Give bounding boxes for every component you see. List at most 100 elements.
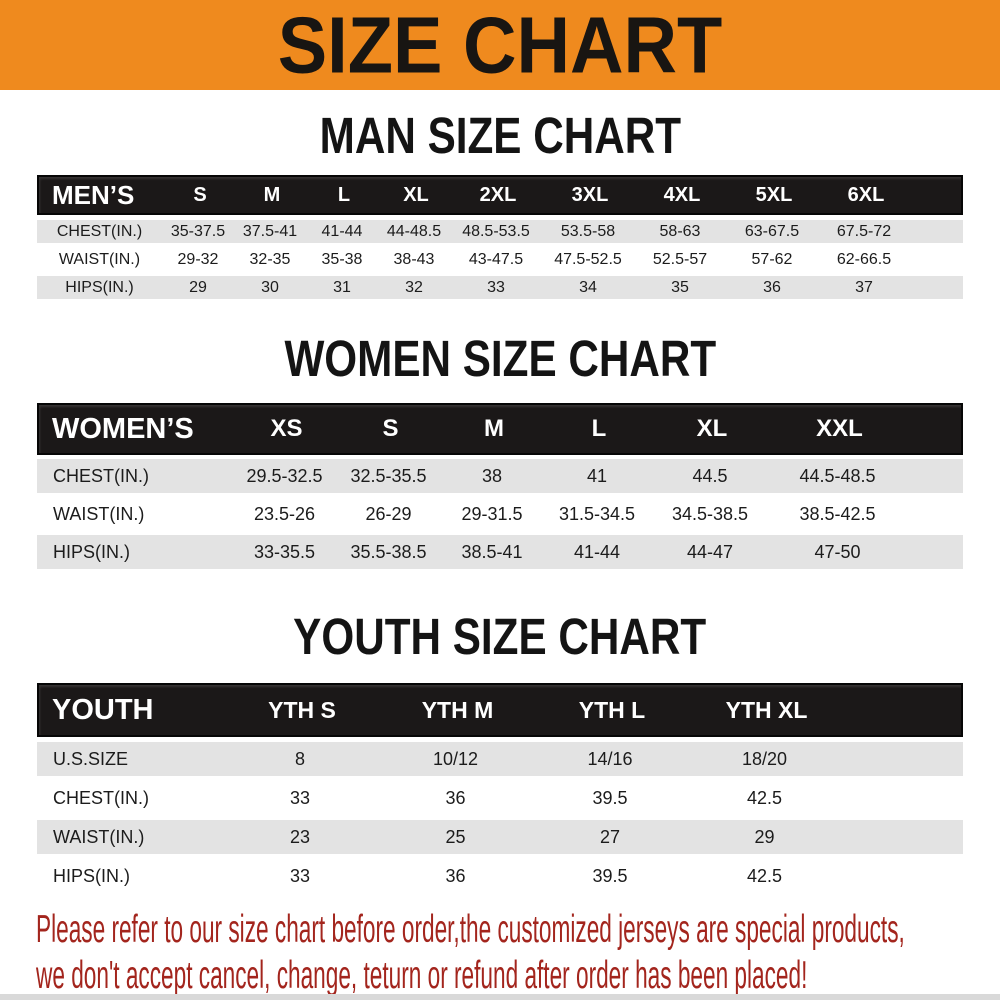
- size-column-header: 5XL: [755, 183, 793, 206]
- man-section-title-wrap: MAN SIZE CHART: [0, 110, 1000, 163]
- women-section-title: WOMEN SIZE CHART: [284, 331, 716, 388]
- row-label: WAIST(IN.): [58, 250, 141, 268]
- table-header-row: WOMEN’S XS S M L XL XXL: [37, 403, 963, 455]
- size-cell: 27: [599, 826, 621, 847]
- table-name-label: MEN’S: [52, 179, 135, 210]
- size-column-header: S: [382, 415, 399, 442]
- size-cell: 47.5-52.5: [554, 250, 622, 268]
- size-column-header: YTH L: [578, 696, 646, 723]
- size-cell: 35: [671, 278, 689, 296]
- size-cell: 34.5-38.5: [671, 503, 749, 524]
- size-cell: 33: [289, 787, 311, 808]
- size-cell: 57-62: [751, 250, 793, 268]
- size-cell: 26-29: [365, 503, 412, 524]
- size-cell: 35-38: [321, 250, 363, 268]
- size-cell: 29-32: [177, 250, 219, 268]
- size-cell: 41-44: [321, 222, 363, 240]
- disclaimer-line-2: we don't accept cancel, change, teturn o…: [36, 954, 808, 997]
- size-cell: 31.5-34.5: [558, 503, 636, 524]
- size-cell: 47-50: [814, 541, 861, 562]
- row-label: CHEST(IN.): [53, 465, 149, 486]
- row-label: HIPS(IN.): [53, 865, 131, 886]
- size-cell: 35-37.5: [170, 222, 226, 240]
- size-cell: 52.5-57: [652, 250, 708, 268]
- size-column-header: 3XL: [571, 183, 609, 206]
- size-cell: 32-35: [249, 250, 291, 268]
- size-cell: 41: [586, 465, 608, 486]
- size-cell: 42.5: [746, 865, 783, 886]
- table-row: WAIST(IN.) 29-32 32-35 35-38 38-43 43-47.5 47.…: [37, 248, 963, 271]
- size-cell: 10/12: [432, 748, 479, 769]
- disclaimer-text: Please refer to our size chart before or…: [36, 907, 1000, 999]
- row-label: U.S.SIZE: [53, 748, 129, 769]
- size-cell: 30: [261, 278, 279, 296]
- size-cell: 67.5-72: [836, 222, 892, 240]
- row-label: CHEST(IN.): [53, 787, 149, 808]
- women-size-table: WOMEN’S XS S M L XL XXL CHEST(IN.) 29.5-32.5 32.5…: [37, 403, 963, 569]
- table-row: WAIST(IN.) 23.5-26 26-29 29-31.5 31.5-34.5 34…: [37, 497, 963, 531]
- size-cell: 32.5-35.5: [350, 465, 427, 486]
- table-row: U.S.SIZE 8 10/12 14/16 18/20: [37, 742, 963, 776]
- size-cell: 36: [445, 865, 466, 886]
- size-cell: 44-48.5: [386, 222, 442, 240]
- size-cell: 36: [445, 787, 466, 808]
- size-column-header: M: [263, 183, 281, 206]
- size-cell: 29: [189, 278, 207, 296]
- size-column-header: M: [484, 415, 504, 442]
- disclaimer-line-1: Please refer to our size chart before or…: [36, 908, 905, 951]
- size-cell: 25: [445, 826, 466, 847]
- size-cell: 35.5-38.5: [350, 541, 427, 562]
- size-cell: 38.5-42.5: [799, 503, 876, 524]
- bottom-edge-strip: [0, 994, 1000, 1000]
- size-column-header: 6XL: [847, 183, 885, 206]
- size-column-header: YTH M: [421, 696, 494, 723]
- size-cell: 38-43: [393, 250, 435, 268]
- size-cell: 39.5: [592, 787, 628, 808]
- size-cell: 42.5: [746, 787, 783, 808]
- size-cell: 23.5-26: [253, 503, 316, 524]
- size-cell: 38.5-41: [461, 541, 523, 562]
- size-cell: 44-47: [686, 541, 734, 562]
- table-row: HIPS(IN.) 33 36 39.5 42.5: [37, 859, 963, 893]
- size-cell: 62-66.5: [836, 250, 892, 268]
- size-column-header: 2XL: [479, 183, 517, 206]
- size-cell: 37.5-41: [242, 222, 298, 240]
- size-cell: 18/20: [741, 748, 788, 769]
- size-column-header: L: [337, 183, 351, 206]
- table-name-label: YOUTH: [52, 693, 154, 726]
- size-cell: 48.5-53.5: [462, 222, 530, 240]
- table-row: HIPS(IN.) 29 30 31 32 33 34 35 36 37: [37, 276, 963, 299]
- size-cell: 58-63: [659, 222, 701, 240]
- size-cell: 44.5-48.5: [799, 465, 876, 486]
- row-label: CHEST(IN.): [56, 222, 143, 240]
- size-cell: 36: [763, 278, 781, 296]
- size-cell: 33: [289, 865, 311, 886]
- table-row: CHEST(IN.) 29.5-32.5 32.5-35.5 38 41 44.5 44.5…: [37, 459, 963, 493]
- size-column-header: 4XL: [663, 183, 701, 206]
- size-cell: 41-44: [573, 541, 621, 562]
- row-label: HIPS(IN.): [53, 541, 131, 562]
- size-cell: 31: [333, 278, 351, 296]
- row-label: WAIST(IN.): [53, 503, 145, 524]
- size-cell: 43-47.5: [468, 250, 524, 268]
- size-column-header: XXL: [816, 415, 863, 442]
- size-cell: 38: [481, 465, 503, 486]
- size-cell: 29: [754, 826, 775, 847]
- size-cell: 29.5-32.5: [246, 465, 323, 486]
- table-row: WAIST(IN.) 23 25 27 29: [37, 820, 963, 854]
- size-chart-banner: SIZE CHART: [0, 0, 1000, 90]
- size-column-header: L: [591, 415, 607, 442]
- size-column-header: S: [193, 183, 207, 206]
- women-section-title-wrap: WOMEN SIZE CHART: [0, 331, 1000, 388]
- size-column-header: XL: [403, 183, 429, 206]
- size-cell: 33: [487, 278, 505, 296]
- size-column-header: YTH S: [268, 696, 336, 723]
- size-cell: 33-35.5: [253, 541, 316, 562]
- size-column-header: XS: [270, 415, 303, 442]
- table-name-label: WOMEN’S: [52, 412, 194, 445]
- row-label: WAIST(IN.): [53, 826, 145, 847]
- table-row: CHEST(IN.) 33 36 39.5 42.5: [37, 781, 963, 815]
- size-cell: 63-67.5: [744, 222, 800, 240]
- men-size-table: MEN’S S M L XL 2XL 3XL 4XL 5XL 6XL CHEST(IN.) 35-37…: [37, 175, 963, 299]
- youth-section-title: YOUTH SIZE CHART: [293, 609, 707, 666]
